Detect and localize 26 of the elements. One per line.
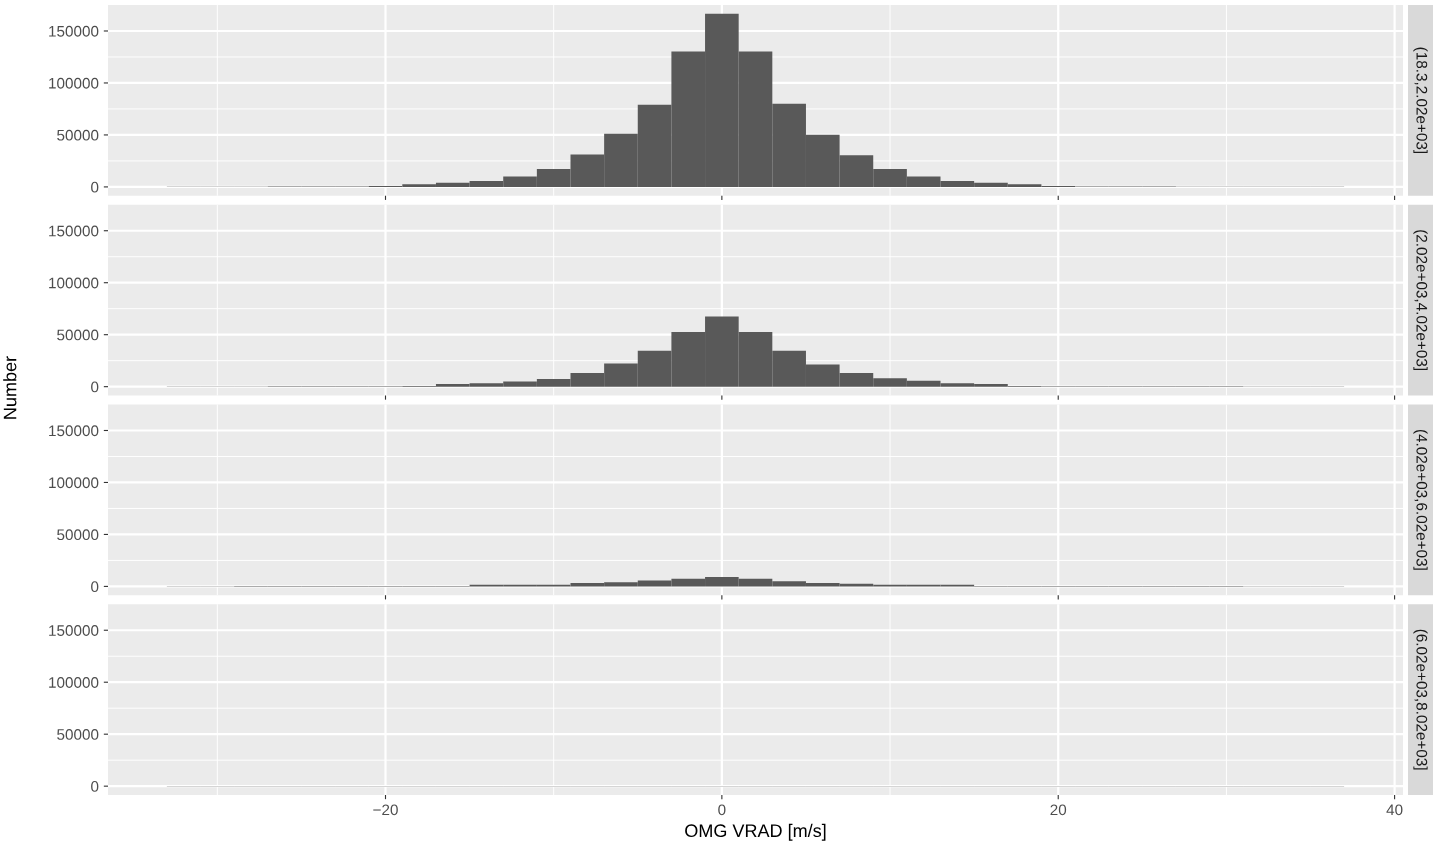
y-tick-label: 50000	[57, 529, 99, 541]
y-tick-label: 0	[91, 181, 99, 193]
y-tick-label: 150000	[49, 25, 99, 37]
y-tick-label: 150000	[49, 425, 99, 437]
y-tick-label: 50000	[57, 729, 99, 740]
y2-axis-title: (4.02e+03,6.02e+03]	[1413, 429, 1428, 570]
x-axis-title: OMG VRAD [m/s]	[685, 823, 826, 841]
x-tick-label: 0	[718, 804, 726, 816]
y-tick-label: 0	[91, 381, 99, 393]
y-tick-label: 0	[91, 781, 99, 792]
x-tick-label: 40	[1386, 804, 1403, 816]
y-tick-label: 50000	[57, 129, 99, 141]
x-tick-label: −20	[373, 804, 398, 816]
y-tick-label: 100000	[49, 277, 99, 289]
y-tick-label: 100000	[49, 677, 99, 688]
y-tick-label: 150000	[49, 625, 99, 636]
y-tick-label: 150000	[49, 225, 99, 237]
y-tick-label: 50000	[57, 329, 99, 341]
y-tick-label: 100000	[49, 477, 99, 489]
y-tick-label: 0	[91, 581, 99, 593]
y2-axis-title: (18.3,2.02e+03]	[1413, 47, 1428, 154]
y2-axis-title: (2.02e+03,4.02e+03]	[1413, 230, 1428, 370]
y-tick-label: 100000	[49, 77, 99, 89]
y2-axis-title: (6.02e+03,8.02e+03]	[1413, 629, 1428, 770]
x-tick-label: 20	[1050, 804, 1067, 816]
y-axis-title: Number	[3, 356, 17, 419]
